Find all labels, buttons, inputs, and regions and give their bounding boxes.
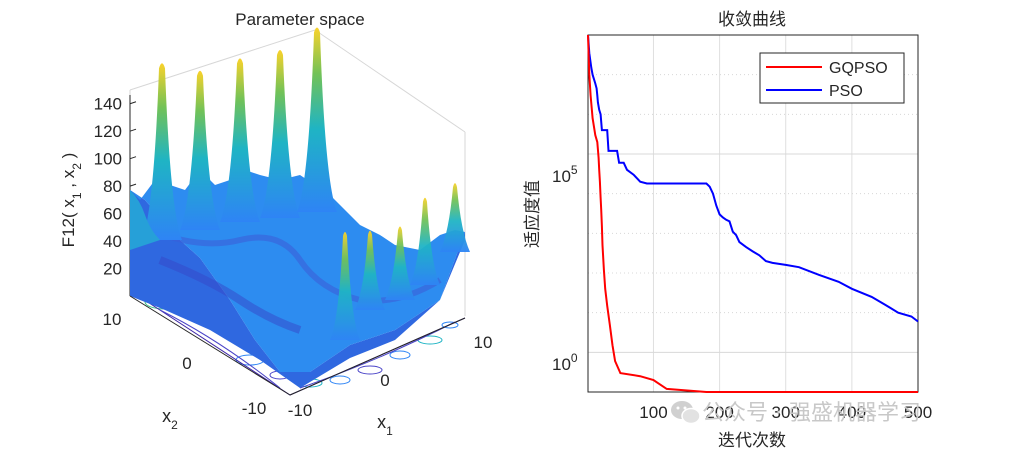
- z-tick-label: 40: [103, 232, 122, 251]
- z-tick-labels: 20 40 60 80 100 120 140: [94, 95, 137, 279]
- surface-peak-side: [355, 230, 385, 310]
- z-tick-label: 60: [103, 205, 122, 224]
- surface-peak-side: [330, 232, 360, 340]
- surface-peak-back: [260, 50, 300, 218]
- y-axis: 10 0 -10 x2: [103, 295, 291, 432]
- z-tick-mark: [129, 156, 137, 160]
- x-tick-label: 100: [639, 403, 667, 422]
- z-tick-label: 100: [94, 150, 122, 169]
- y-tick-label-1e0: 100: [552, 351, 578, 374]
- x-tick-label: 300: [772, 403, 800, 422]
- z-tick-mark: [129, 101, 137, 105]
- x-tick-label: 10: [474, 333, 493, 352]
- surface-zlabel: F12( x1 , x2 ): [59, 153, 84, 248]
- surface-body: [130, 27, 470, 388]
- surface-peak-back: [220, 58, 260, 223]
- watermark-text: 公众号 · 强盛机器学习: [702, 401, 921, 426]
- surface-peak-back: [142, 63, 182, 240]
- series-line-pso: [587, 34, 919, 323]
- x-tick-label: 400: [838, 403, 866, 422]
- z-tick-mark: [129, 128, 137, 132]
- surface-peak-back: [180, 70, 220, 230]
- surface-peak-side: [440, 183, 470, 252]
- convergence-ylabel: 适应度值: [523, 180, 543, 248]
- z-tick-label: 120: [94, 122, 122, 141]
- y-tick-label: 0: [182, 354, 191, 373]
- y-tick-label-1e5: 105: [552, 163, 578, 186]
- surface-peak-side: [410, 197, 440, 285]
- convergence-title: 收敛曲线: [718, 10, 786, 30]
- x-tick-labels: 100 200 300 400 500: [639, 403, 932, 422]
- x-tick-label: -10: [288, 401, 313, 420]
- legend-box: [759, 52, 905, 104]
- y-axis-label: x2: [162, 406, 178, 432]
- legend-label-pso: PSO: [829, 83, 863, 100]
- convergence-xlabel: 迭代次数: [718, 431, 786, 451]
- surface-peak-side: [385, 226, 415, 300]
- series-line-gqpso: [587, 34, 918, 393]
- z-tick-label: 20: [103, 260, 122, 279]
- z-tick-mark: [129, 183, 137, 187]
- surface-chart: Parameter space F12( x1 , x2 ) 20 40 60 80 1…: [59, 10, 492, 438]
- convergence-chart: 收敛曲线 105 100 100 200 300 400 500 适应度值 迭代次数 G…: [523, 10, 932, 451]
- x-tick-label: 200: [705, 403, 733, 422]
- surface-edge: [130, 190, 160, 250]
- series-lines: [587, 34, 919, 393]
- z-tick-label: 80: [103, 177, 122, 196]
- x-tick-label: 500: [904, 403, 932, 422]
- y-tick-label: -10: [242, 399, 267, 418]
- watermark: 公众号 · 强盛机器学习: [671, 401, 921, 426]
- legend-label-gqpso: GQPSO: [829, 60, 888, 77]
- surface-peaks: [130, 27, 470, 340]
- y-tick-label: 10: [103, 310, 122, 329]
- z-tick-label: 140: [94, 95, 122, 114]
- surface-title: Parameter space: [235, 10, 364, 29]
- x-axis-label: x1: [377, 412, 393, 438]
- x-axis: -10 0 10 x1: [288, 317, 493, 438]
- surface-peak-back: [297, 27, 337, 212]
- wechat-icon: [671, 401, 701, 425]
- legend: GQPSO PSO: [759, 52, 905, 104]
- x-tick-label: 0: [380, 371, 389, 390]
